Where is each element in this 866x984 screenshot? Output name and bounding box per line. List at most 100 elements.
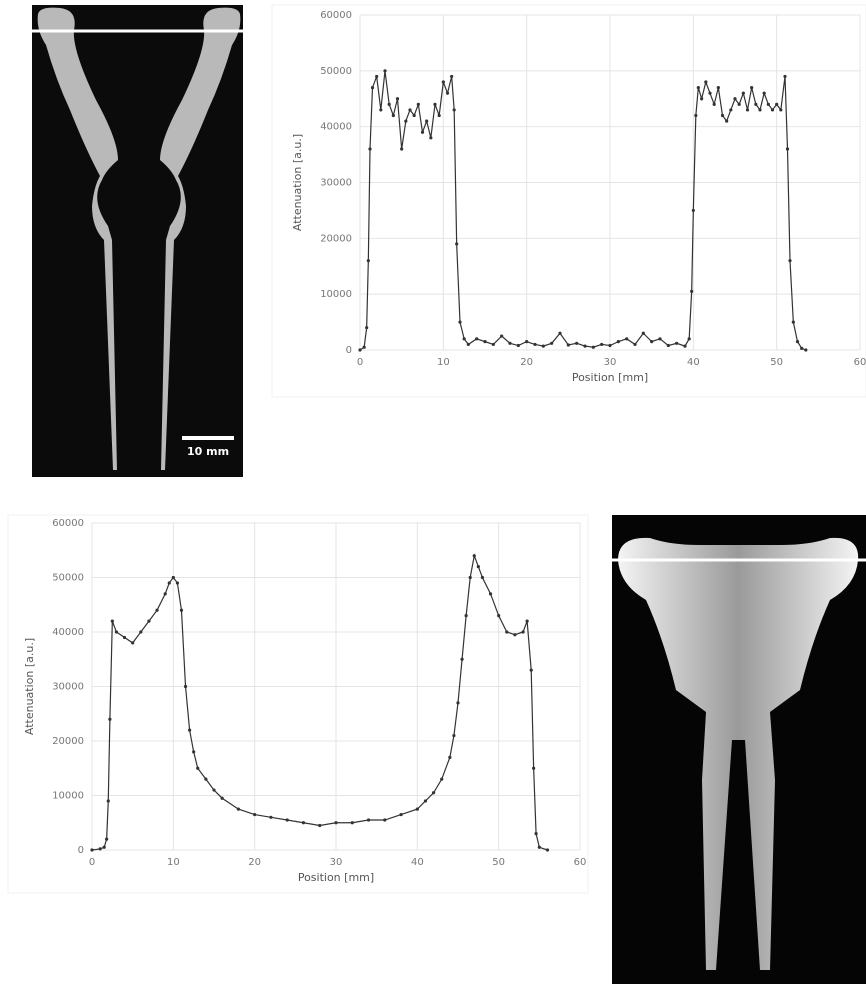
data-point bbox=[462, 337, 466, 341]
data-point bbox=[368, 147, 372, 151]
data-point bbox=[785, 147, 790, 151]
data-point bbox=[196, 766, 200, 770]
radiograph-image bbox=[612, 515, 866, 984]
data-point bbox=[415, 807, 419, 811]
data-point bbox=[175, 581, 179, 585]
data-point bbox=[450, 74, 454, 79]
data-point bbox=[131, 641, 135, 645]
x-tick-label: 20 bbox=[520, 357, 533, 368]
data-point bbox=[558, 331, 562, 335]
data-point bbox=[541, 344, 545, 348]
data-point bbox=[525, 340, 529, 344]
y-tick-label: 10000 bbox=[52, 791, 84, 802]
x-tick-label: 30 bbox=[604, 357, 617, 368]
data-point bbox=[533, 342, 537, 347]
data-point bbox=[171, 575, 175, 580]
data-point bbox=[532, 766, 536, 770]
data-point bbox=[445, 91, 450, 95]
data-point bbox=[483, 340, 487, 344]
data-point bbox=[513, 633, 517, 637]
y-tick-label: 30000 bbox=[52, 682, 84, 693]
data-point bbox=[114, 630, 118, 634]
data-point bbox=[183, 684, 188, 689]
data-point bbox=[675, 341, 679, 345]
data-point bbox=[497, 614, 501, 618]
data-point bbox=[370, 85, 375, 90]
data-point bbox=[716, 85, 720, 90]
x-tick-label: 40 bbox=[411, 857, 424, 868]
data-point bbox=[122, 635, 127, 640]
bone-right bbox=[160, 7, 241, 470]
data-point bbox=[412, 113, 416, 118]
data-point bbox=[690, 289, 694, 293]
y-tick-label: 0 bbox=[78, 845, 84, 856]
data-point bbox=[783, 74, 787, 79]
bone-left bbox=[37, 7, 118, 470]
data-point bbox=[696, 85, 700, 90]
data-point bbox=[429, 136, 433, 140]
data-point bbox=[365, 326, 369, 330]
data-point bbox=[423, 799, 428, 803]
data-point bbox=[691, 208, 695, 213]
data-point bbox=[500, 334, 504, 338]
data-point bbox=[188, 728, 192, 732]
x-tick-label: 30 bbox=[330, 857, 343, 868]
y-tick-label: 60000 bbox=[52, 518, 84, 529]
data-point bbox=[804, 348, 808, 352]
data-point bbox=[741, 91, 745, 95]
y-tick-label: 0 bbox=[346, 345, 352, 356]
chart: 0 10000 20000 30000 40000 50000 60000 0 10 20 30 40… bbox=[7, 514, 589, 894]
data-point bbox=[625, 337, 629, 341]
data-point bbox=[754, 102, 758, 106]
data-point bbox=[102, 845, 106, 849]
data-point bbox=[704, 80, 708, 84]
data-point bbox=[529, 668, 533, 672]
data-point bbox=[108, 717, 112, 721]
data-point bbox=[456, 701, 460, 705]
data-point bbox=[745, 108, 750, 112]
data-point bbox=[795, 340, 800, 344]
data-point bbox=[425, 119, 429, 123]
data-point bbox=[155, 608, 159, 612]
data-point bbox=[750, 85, 754, 90]
data-point bbox=[616, 340, 620, 344]
data-point bbox=[285, 818, 289, 822]
data-point bbox=[432, 791, 436, 795]
x-tick-label: 10 bbox=[437, 357, 450, 368]
data-point bbox=[788, 259, 792, 263]
data-point bbox=[301, 821, 306, 825]
data-point bbox=[476, 565, 480, 569]
bone-shape bbox=[618, 537, 859, 970]
data-point bbox=[505, 630, 509, 634]
y-tick-label: 40000 bbox=[52, 627, 84, 638]
y-tick-label: 30000 bbox=[320, 178, 352, 189]
data-point bbox=[110, 619, 114, 623]
data-point bbox=[466, 342, 470, 347]
data-point bbox=[404, 119, 408, 123]
profile-line bbox=[359, 70, 807, 351]
x-tick-label: 10 bbox=[167, 857, 180, 868]
data-point bbox=[440, 777, 444, 781]
data-point bbox=[687, 337, 691, 341]
data-point bbox=[488, 592, 493, 596]
data-point bbox=[800, 346, 804, 350]
x-axis-label: Position [mm] bbox=[298, 871, 374, 884]
data-point bbox=[441, 80, 445, 84]
data-point bbox=[729, 108, 733, 112]
data-point bbox=[147, 619, 151, 623]
data-point bbox=[366, 818, 371, 822]
data-point bbox=[375, 74, 379, 79]
x-tick-label: 50 bbox=[492, 857, 505, 868]
data-point bbox=[770, 108, 775, 112]
data-point bbox=[712, 102, 716, 106]
data-point bbox=[491, 342, 495, 347]
data-point bbox=[106, 799, 110, 803]
ct-slice-image: 10 mm bbox=[32, 5, 243, 477]
data-point bbox=[737, 102, 741, 106]
data-point bbox=[766, 102, 770, 106]
data-point bbox=[212, 788, 216, 792]
data-point bbox=[458, 320, 462, 324]
data-point bbox=[362, 345, 366, 349]
x-tick-label: 20 bbox=[248, 857, 261, 868]
